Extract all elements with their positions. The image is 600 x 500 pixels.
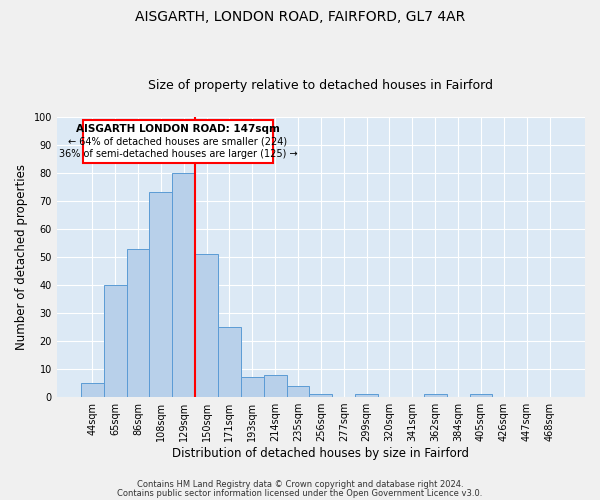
Bar: [172, 173, 195, 397]
Bar: [287, 386, 310, 397]
Bar: [470, 394, 493, 397]
Text: 36% of semi-detached houses are larger (125) →: 36% of semi-detached houses are larger (…: [59, 149, 297, 159]
Bar: [81, 383, 104, 397]
Bar: [310, 394, 332, 397]
Title: Size of property relative to detached houses in Fairford: Size of property relative to detached ho…: [148, 79, 493, 92]
Bar: [149, 192, 172, 397]
Text: Contains HM Land Registry data © Crown copyright and database right 2024.: Contains HM Land Registry data © Crown c…: [137, 480, 463, 489]
Text: ← 64% of detached houses are smaller (224): ← 64% of detached houses are smaller (22…: [68, 136, 287, 146]
Bar: [264, 374, 287, 397]
Y-axis label: Number of detached properties: Number of detached properties: [15, 164, 28, 350]
Bar: [104, 285, 127, 397]
Text: AISGARTH LONDON ROAD: 147sqm: AISGARTH LONDON ROAD: 147sqm: [76, 124, 280, 134]
Bar: [127, 248, 149, 397]
Bar: [195, 254, 218, 397]
Bar: [218, 327, 241, 397]
Bar: [355, 394, 378, 397]
X-axis label: Distribution of detached houses by size in Fairford: Distribution of detached houses by size …: [172, 447, 469, 460]
Bar: [424, 394, 446, 397]
FancyBboxPatch shape: [83, 120, 273, 163]
Bar: [241, 378, 264, 397]
Text: AISGARTH, LONDON ROAD, FAIRFORD, GL7 4AR: AISGARTH, LONDON ROAD, FAIRFORD, GL7 4AR: [135, 10, 465, 24]
Text: Contains public sector information licensed under the Open Government Licence v3: Contains public sector information licen…: [118, 488, 482, 498]
